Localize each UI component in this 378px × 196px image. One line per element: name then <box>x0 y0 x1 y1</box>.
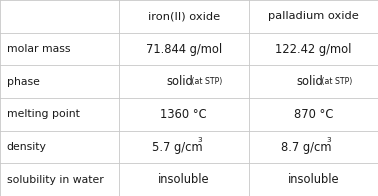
Text: solid: solid <box>296 75 323 88</box>
Text: solid: solid <box>167 75 194 88</box>
Text: 870 °C: 870 °C <box>294 108 333 121</box>
Text: 8.7 g/cm: 8.7 g/cm <box>281 141 332 153</box>
Text: iron(II) oxide: iron(II) oxide <box>148 11 220 21</box>
Text: 3: 3 <box>197 137 202 143</box>
Text: phase: phase <box>7 77 40 87</box>
Text: molar mass: molar mass <box>7 44 70 54</box>
Text: solubility in water: solubility in water <box>7 175 104 185</box>
Text: 1360 °C: 1360 °C <box>161 108 207 121</box>
Text: (at STP): (at STP) <box>319 77 352 86</box>
Text: 5.7 g/cm: 5.7 g/cm <box>152 141 202 153</box>
Text: density: density <box>7 142 46 152</box>
Text: insoluble: insoluble <box>158 173 210 186</box>
Text: (at STP): (at STP) <box>189 77 223 86</box>
Text: 122.42 g/mol: 122.42 g/mol <box>275 43 352 55</box>
Text: 71.844 g/mol: 71.844 g/mol <box>146 43 222 55</box>
Text: 3: 3 <box>327 137 332 143</box>
Text: melting point: melting point <box>7 109 80 119</box>
Text: insoluble: insoluble <box>287 173 339 186</box>
Text: palladium oxide: palladium oxide <box>268 11 359 21</box>
